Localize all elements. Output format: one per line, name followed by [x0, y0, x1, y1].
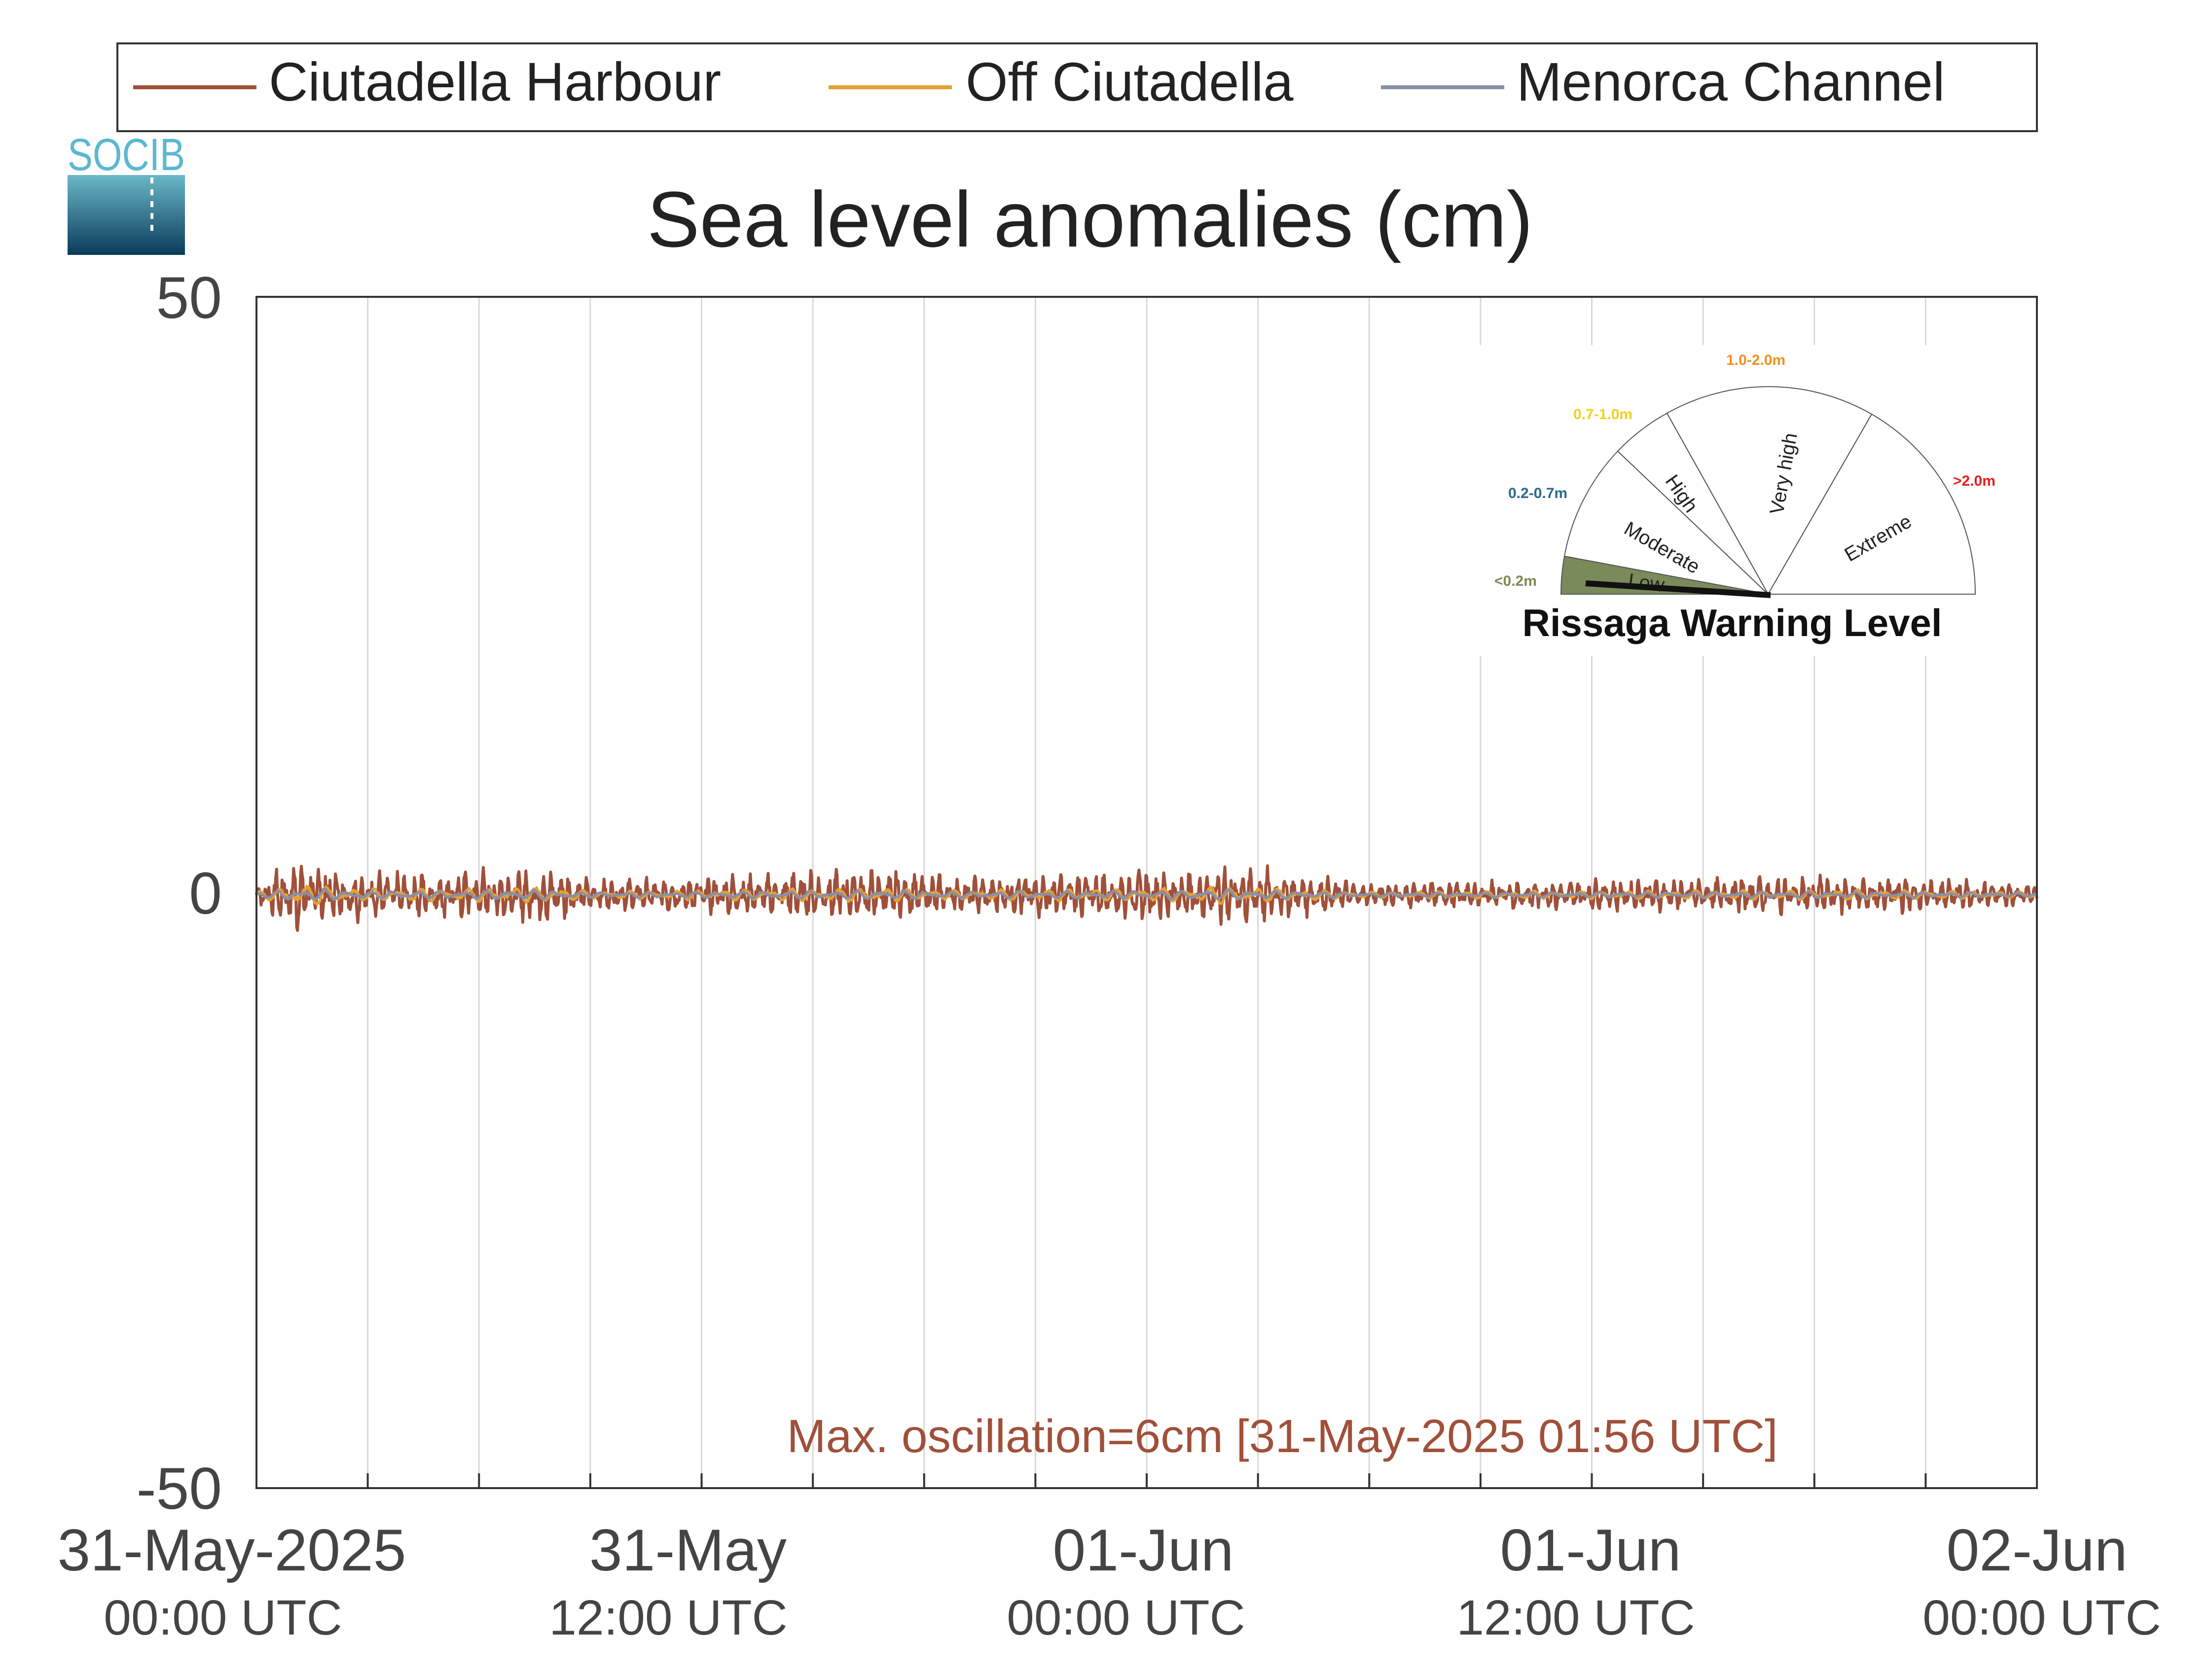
legend-item-ciutadella-harbour: Ciutadella Harbour: [133, 52, 721, 112]
max-oscillation-annotation: Max. oscillation=6cm [31-May-2025 01:56 …: [787, 1410, 1777, 1462]
gauge-label-low: Low: [1627, 570, 1666, 596]
legend-item-menorca-channel: Menorca Channel: [1381, 52, 1945, 112]
gauge-range-extreme: >2.0m: [1953, 473, 1995, 489]
series-lines: [255, 864, 2038, 932]
x-tick-time: 12:00 UTC: [1456, 1590, 1695, 1645]
x-tick-time: 00:00 UTC: [104, 1590, 342, 1645]
gauge-needle: [1585, 580, 1771, 598]
x-tick-time: 12:00 UTC: [549, 1590, 788, 1645]
socib-logo: SOCIB: [68, 130, 185, 255]
gauge-sector-extreme: [1767, 413, 1976, 595]
y-tick-label-50: 50: [156, 265, 222, 331]
series-line-menorca-channel: [256, 888, 2038, 901]
x-tick-date: 01-Jun: [1053, 1517, 1234, 1583]
x-axis: 31-May-2025 00:00 UTC 31-May 12:00 UTC 0…: [57, 1517, 2161, 1645]
y-axis: 50 0 -50: [137, 265, 222, 1522]
x-tick-time: 00:00 UTC: [1922, 1590, 2161, 1645]
x-tick-date: 31-May-2025: [57, 1517, 406, 1583]
chart-title: Sea level anomalies (cm): [647, 175, 1533, 263]
y-tick-label-0: 0: [189, 860, 222, 926]
plot-area: [255, 296, 2038, 1489]
gauge-range-low: <0.2m: [1494, 573, 1537, 589]
legend-label-menorca-channel: Menorca Channel: [1517, 52, 1945, 112]
gauge-title: Rissaga Warning Level: [1522, 601, 1942, 644]
legend-label-off-ciutadella: Off Ciutadella: [966, 52, 1294, 112]
gauge-sector-very-high: [1666, 386, 1873, 596]
x-tick-date: 02-Jun: [1947, 1517, 2128, 1583]
legend-frame: [116, 42, 2038, 132]
socib-logo-block: [68, 175, 185, 255]
gauge-range-very-high: 1.0-2.0m: [1726, 352, 1785, 368]
legend-label-ciutadella-harbour: Ciutadella Harbour: [269, 52, 721, 112]
socib-logo-text: SOCIB: [68, 130, 185, 180]
x-tick-date: 31-May: [589, 1517, 787, 1583]
gauge-range-high: 0.7-1.0m: [1573, 406, 1632, 423]
legend-item-off-ciutadella: Off Ciutadella: [829, 52, 1294, 112]
y-tick-label-minus-50: -50: [137, 1456, 222, 1522]
legend: Ciutadella Harbour Off Ciutadella Menorc…: [116, 42, 2038, 132]
x-tick-time: 00:00 UTC: [1007, 1590, 1245, 1645]
x-tick-marks: [366, 1473, 1927, 1488]
rissaga-warning-gauge: Low Moderate High Very high Extreme <0.2…: [1480, 345, 2012, 656]
x-tick-date: 01-Jun: [1500, 1517, 1681, 1583]
gauge-sector-moderate: [1563, 450, 1770, 595]
gauge-range-moderate: 0.2-0.7m: [1508, 485, 1567, 501]
